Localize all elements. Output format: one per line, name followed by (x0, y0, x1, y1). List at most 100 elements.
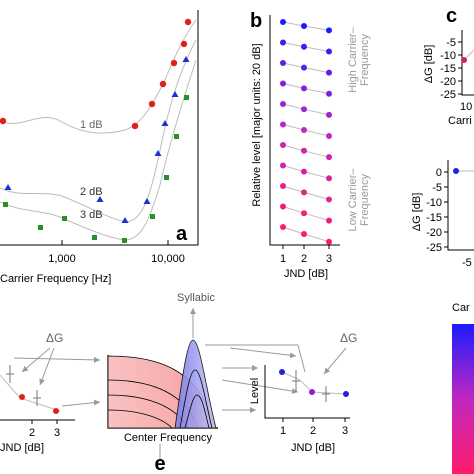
panel-b: b 1 2 3 JND [dB] Relative level [major u… (250, 10, 371, 280)
panel-b-dot (280, 101, 286, 107)
colorbar: Car (452, 302, 474, 474)
panel-b-dot (301, 127, 307, 133)
ytick-d-4: -15 (426, 212, 442, 224)
right-point-1 (279, 369, 285, 375)
panel-b-dot (326, 175, 332, 182)
panel-b-dot (301, 64, 307, 71)
panel-b-dot (301, 210, 307, 217)
panel-b-dot (280, 60, 286, 66)
curve-3db (0, 59, 197, 241)
ytick-c-1: -5 (446, 37, 456, 49)
label-1db: 1 dB (80, 119, 103, 131)
ylabel-b: Relative level [major units: 20 dB] (251, 43, 263, 206)
xtick-b-2: 2 (301, 253, 307, 265)
right-point-3 (343, 391, 349, 397)
panel-b-dot (326, 27, 332, 34)
label-3db: 3 dB (80, 209, 103, 221)
axis-b (269, 15, 340, 246)
panel-b-dot (301, 189, 307, 196)
panel-letter-a: a (176, 223, 188, 245)
series-2db-markers (4, 56, 190, 223)
panel-b-dot (280, 183, 286, 189)
left-point-1 (19, 394, 25, 400)
xtick-b-3: 3 (326, 253, 332, 265)
panel-b-dot (326, 238, 332, 245)
syllabic-peak (174, 339, 217, 429)
panel-b-dot (280, 162, 286, 169)
panel-b-dot (280, 121, 286, 128)
panel-letter-e: e (154, 453, 165, 474)
panel-b-dot (280, 142, 286, 148)
ylabel-d: ΔG [dB] (411, 193, 423, 232)
panel-d: 0 -5 -10 -15 -20 -25 -5 ΔG [dB] (411, 160, 474, 269)
panel-b-dot (301, 168, 307, 175)
panel-c: c -5 -10 -15 -20 -25 10 Carri ΔG [dB] (423, 5, 474, 127)
panel-b-dot (301, 231, 307, 237)
panel-b-dot (280, 39, 286, 46)
ytick-c-3: -15 (440, 63, 456, 75)
panel-b-dot (326, 69, 332, 76)
panel-letter-b: b (250, 10, 262, 32)
ytick-c-4: -20 (440, 76, 456, 88)
right-point-2 (309, 389, 315, 395)
series-1db-markers (0, 18, 192, 130)
curve-1db (0, 19, 197, 134)
panel-b-dot (326, 48, 332, 55)
left-xlabel: JND [dB] (0, 442, 44, 454)
panel-b-dot (326, 154, 332, 161)
panel-b-dot-rows (280, 19, 332, 245)
panel-e: ΔG 2 3 JND [dB] Syllabic Center Frequenc… (0, 292, 357, 474)
panel-b-dot (280, 80, 286, 87)
right-xtick-3: 3 (342, 425, 348, 437)
panel-b-dot (280, 203, 286, 210)
ytick-d-6: -25 (426, 242, 442, 254)
high-carrier-label-2: Frequency (359, 34, 371, 86)
right-ylabel: Level (249, 378, 261, 404)
delta-g-right: ΔG (340, 331, 357, 345)
label-2db: 2 dB (80, 186, 103, 198)
xtick-d-partial: -5 (462, 257, 472, 269)
axis-a (0, 10, 199, 246)
panel-b-dot (301, 85, 307, 92)
left-xtick-2: 2 (29, 427, 35, 439)
xlabel-c-partial: Carri (448, 115, 472, 127)
panel-b-dot (280, 19, 286, 25)
syllabic-label: Syllabic (177, 292, 215, 304)
low-carrier-label-2: Frequency (359, 174, 371, 226)
high-carrier-label: High Carrier– (347, 26, 359, 92)
ytick-d-3: -10 (426, 197, 442, 209)
middle-xlabel: Center Frequency (124, 432, 213, 444)
panel-b-dot (326, 111, 332, 118)
panel-letter-c: c (446, 5, 457, 27)
xtick-a-1: 1,000 (48, 253, 76, 265)
xtick-a-2: 10,000 (151, 253, 185, 265)
right-xtick-1: 1 (280, 425, 286, 437)
panel-b-dot (301, 43, 307, 50)
low-carrier-label: Low Carrier– (347, 168, 359, 232)
panel-b-dot (326, 133, 332, 140)
series-3db-markers (3, 95, 189, 243)
xtick-c-partial: 10 (460, 101, 472, 113)
panel-a: 1 dB 2 dB 3 dB 1,000 10,000 Carrier Freq… (0, 10, 199, 285)
colorbar-title-partial: Car (452, 302, 470, 314)
ytick-c-2: -10 (440, 50, 456, 62)
panel-b-dot (326, 196, 332, 203)
right-xlabel: JND [dB] (291, 442, 335, 454)
left-point-2 (53, 408, 59, 414)
panel-b-dot (301, 147, 307, 154)
ylabel-c: ΔG [dB] (423, 45, 435, 84)
xlabel-a: Carrier Frequency [Hz] (0, 273, 111, 285)
ytick-c-5: -25 (440, 89, 456, 101)
panel-b-dot (301, 23, 307, 29)
ytick-d-2: -5 (432, 182, 442, 194)
left-xtick-3: 3 (54, 427, 60, 439)
panel-b-dot (326, 217, 332, 224)
panel-b-dot (280, 224, 286, 230)
ytick-d-1: 0 (436, 167, 442, 179)
panel-b-dot (301, 106, 307, 113)
delta-g-left: ΔG (46, 331, 63, 345)
xlabel-b: JND [dB] (284, 268, 328, 280)
xtick-b-1: 1 (280, 253, 286, 265)
panel-b-dot (326, 90, 332, 97)
ytick-d-5: -20 (426, 227, 442, 239)
